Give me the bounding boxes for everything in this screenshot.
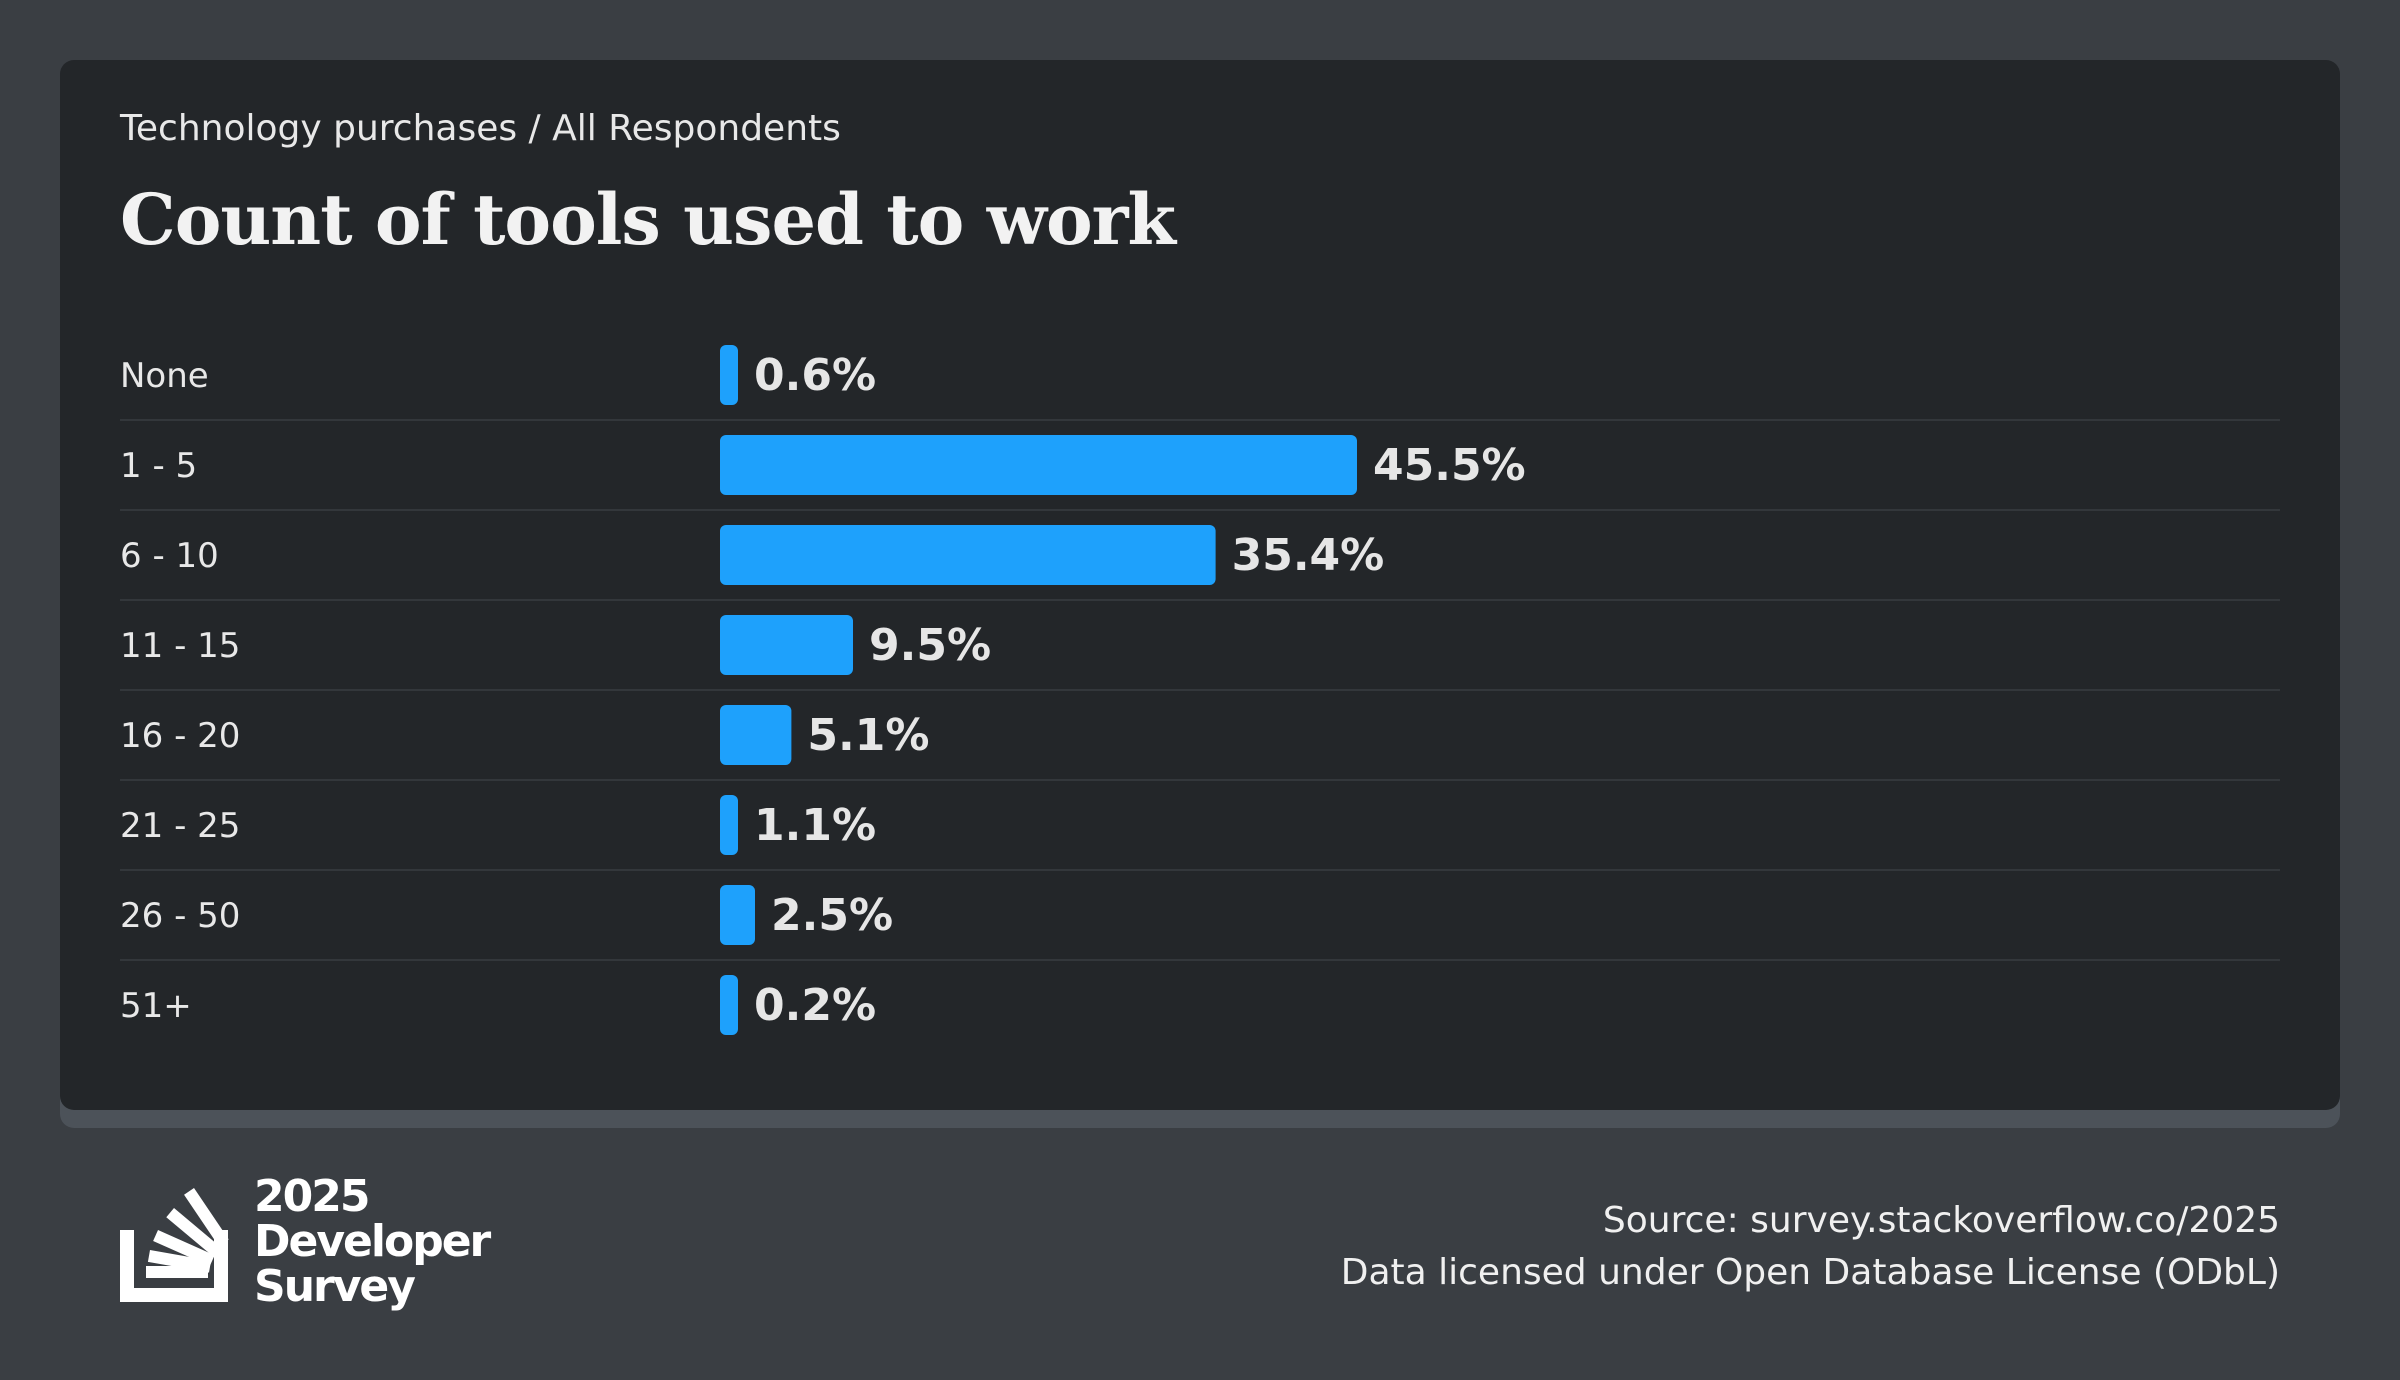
category-label: 6 - 10 [120,536,219,576]
value-label: 9.5% [869,620,991,671]
source-link[interactable]: Source: survey.stackoverflow.co/2025 [1602,1200,2280,1241]
source-block: Source: survey.stackoverflow.co/2025 Dat… [1341,1195,2280,1299]
bar[interactable] [720,345,738,405]
bar[interactable] [720,975,738,1035]
category-label: 26 - 50 [120,896,240,936]
category-label: 51+ [120,986,192,1026]
license-text: Data licensed under Open Database Licens… [1340,1252,2280,1293]
bar[interactable] [720,615,853,675]
bar-chart-svg: None 0.6% 1 - 5 45.5% 6 - 10 35.4% 11 - 15 9.5%… [120,345,2280,1035]
bar[interactable] [720,525,1216,585]
category-label: 21 - 25 [120,806,240,846]
bar[interactable] [720,885,755,945]
value-label: 1.1% [754,800,876,851]
value-label: 35.4% [1232,530,1385,581]
category-label: 16 - 20 [120,716,240,756]
value-label: 45.5% [1373,440,1526,491]
stackoverflow-logo-icon [120,1187,229,1302]
value-label: 0.6% [754,350,876,401]
category-label: 1 - 5 [120,446,197,486]
logo-year: 2025 [254,1171,370,1222]
bar[interactable] [720,435,1357,495]
bar[interactable] [720,705,792,765]
chart-title: Count of tools used to work [120,178,1176,261]
value-label: 5.1% [807,710,929,761]
logo-developer: Developer [254,1216,491,1267]
bar-chart: None 0.6% 1 - 5 45.5% 6 - 10 35.4% 11 - 15 9.5%… [120,330,2280,1050]
value-label: 2.5% [771,890,893,941]
bar[interactable] [720,795,738,855]
value-label: 0.2% [754,980,876,1031]
category-label: None [120,356,209,396]
logo-wordmark: 2025 Developer Survey [254,1171,491,1312]
category-label: 11 - 15 [120,626,240,666]
logo-survey: Survey [254,1261,416,1312]
breadcrumb: Technology purchases / All Respondents [120,108,841,149]
chart-card: Technology purchases / All Respondents C… [60,60,2340,1110]
